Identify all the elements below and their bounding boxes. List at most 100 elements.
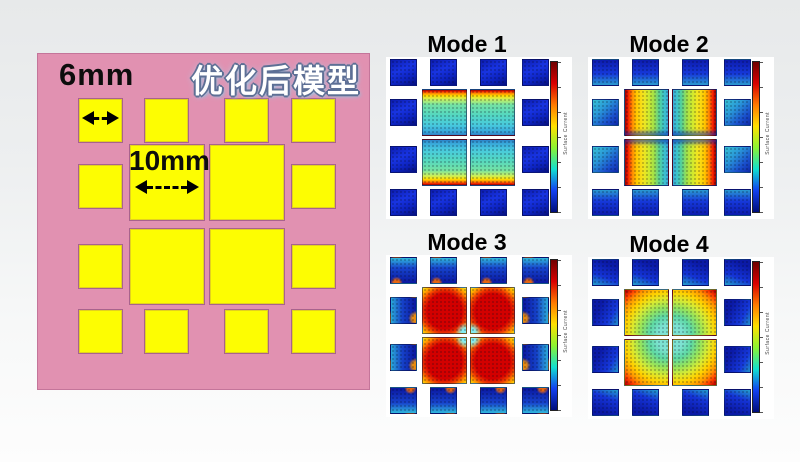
patch-small-6mm — [224, 309, 269, 354]
patch-cell-small — [480, 189, 507, 216]
patch-cell-small — [390, 297, 417, 324]
patch-cell-small — [390, 344, 417, 371]
colorbar-tick — [558, 410, 561, 411]
patch-cell-large — [624, 139, 669, 186]
colorbar-tick — [760, 337, 763, 338]
arrowhead-right-icon — [187, 180, 199, 194]
patch-cell-small — [682, 189, 709, 216]
colorbar-tick — [558, 212, 561, 213]
mode-title: Mode 2 — [629, 31, 709, 57]
patch-cell-small — [390, 189, 417, 216]
dimension-arrow-6mm — [82, 111, 119, 125]
patch-cell-small — [522, 59, 549, 86]
colorbar-tick — [558, 137, 561, 138]
colorbar-tick — [760, 287, 763, 288]
patch-cell-small — [430, 387, 457, 414]
patch-cell-small — [632, 59, 659, 86]
patch-cell-large — [624, 89, 669, 136]
patch-cell-small — [724, 146, 751, 173]
colorbar-tick — [558, 62, 561, 63]
patch-cell-small — [430, 59, 457, 86]
colorbar-tick — [760, 162, 763, 163]
colorbar-tick — [558, 335, 561, 336]
patch-cell-small — [724, 59, 751, 86]
patch-small-6mm — [291, 98, 336, 143]
patch-cell-small — [632, 389, 659, 416]
patch-cell-small — [682, 259, 709, 286]
patch-cell-small — [632, 189, 659, 216]
patch-cell-small — [390, 257, 417, 284]
patch-cell-large — [422, 287, 467, 334]
optimized-model-title: 优化后模型 — [190, 63, 361, 99]
mode-panel-1: Mode 1 Surface Current — [386, 31, 576, 227]
patch-cell-small — [390, 387, 417, 414]
arrow-shaft — [147, 185, 187, 189]
colorbar-tick — [558, 385, 561, 386]
colorbar-label: Surface Current — [563, 112, 569, 155]
colorbar-tick — [760, 62, 763, 63]
patch-small-6mm — [144, 98, 189, 143]
patch-cell-large — [470, 337, 515, 384]
colorbar-tick — [760, 362, 763, 363]
patch-cell-large — [470, 89, 515, 136]
patch-cell-small — [522, 344, 549, 371]
colorbar-tick — [760, 87, 763, 88]
current-distribution-plot — [590, 59, 752, 217]
colorbar — [550, 259, 558, 411]
patch-cell-large — [624, 289, 669, 336]
mode-title: Mode 4 — [629, 231, 709, 257]
colorbar-tick — [760, 412, 763, 413]
patch-cell-small — [592, 59, 619, 86]
patch-small-6mm — [78, 164, 123, 209]
patch-cell-small — [592, 389, 619, 416]
mode-plot-background: Surface Current — [588, 257, 774, 419]
patch-cell-small — [724, 99, 751, 126]
patch-cell-small — [682, 389, 709, 416]
patch-cell-small — [592, 346, 619, 373]
patch-cell-large — [470, 139, 515, 186]
patch-cell-small — [632, 259, 659, 286]
colorbar-label: Surface Current — [765, 312, 771, 355]
patch-cell-small — [592, 99, 619, 126]
mode-panel-4: Mode 4 Surface Current — [588, 231, 778, 427]
patch-cell-small — [724, 389, 751, 416]
patch-cell-small — [724, 189, 751, 216]
current-distribution-plot — [388, 59, 550, 217]
colorbar-tick — [558, 112, 561, 113]
patch-cell-large — [672, 139, 717, 186]
mode-plot-background: Surface Current — [386, 255, 572, 417]
mode-plot-background: Surface Current — [588, 57, 774, 219]
arrowhead-right-icon — [107, 111, 119, 125]
colorbar-tick — [558, 260, 561, 261]
patch-cell-large — [624, 339, 669, 386]
colorbar-tick — [558, 310, 561, 311]
patch-cell-large — [422, 139, 467, 186]
colorbar-tick — [558, 285, 561, 286]
dimension-arrow-10mm — [135, 180, 199, 194]
patch-cell-small — [522, 99, 549, 126]
colorbar — [752, 61, 760, 213]
mode-panel-2: Mode 2 Surface Current — [588, 31, 778, 227]
patch-cell-small — [522, 387, 549, 414]
mode-plot-background: Surface Current — [386, 57, 572, 219]
mode-title: Mode 3 — [427, 229, 507, 255]
patch-cell-small — [522, 297, 549, 324]
patch-cell-small — [480, 257, 507, 284]
patch-cell-small — [480, 59, 507, 86]
patch-cell-large — [672, 89, 717, 136]
patch-cell-small — [522, 189, 549, 216]
colorbar-tick — [760, 212, 763, 213]
patch-cell-large — [672, 339, 717, 386]
patch-cell-small — [480, 387, 507, 414]
arrowhead-left-icon — [82, 111, 94, 125]
patch-cell-small — [390, 146, 417, 173]
dimension-label-small: 6mm — [59, 57, 135, 92]
patch-cell-small — [724, 259, 751, 286]
colorbar — [550, 61, 558, 213]
dimension-label-large: 10mm — [129, 145, 210, 176]
colorbar-tick — [558, 162, 561, 163]
patch-cell-small — [522, 257, 549, 284]
current-distribution-plot — [590, 259, 752, 417]
colorbar-tick — [558, 187, 561, 188]
